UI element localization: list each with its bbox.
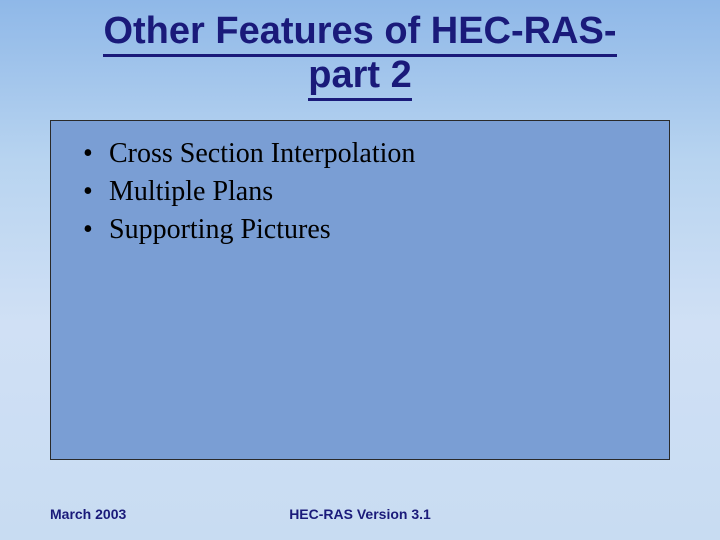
slide-title-area: Other Features of HEC-RAS- part 2 bbox=[0, 0, 720, 97]
bullet-text: Multiple Plans bbox=[109, 176, 273, 207]
list-item: Multiple Plans bbox=[69, 173, 651, 211]
list-item: Supporting Pictures bbox=[69, 211, 651, 249]
slide-title: Other Features of HEC-RAS- part 2 bbox=[103, 10, 616, 97]
bullet-text: Supporting Pictures bbox=[109, 214, 331, 245]
content-box: Cross Section Interpolation Multiple Pla… bbox=[50, 120, 670, 460]
footer-version: HEC-RAS Version 3.1 bbox=[289, 506, 431, 522]
bullet-list: Cross Section Interpolation Multiple Pla… bbox=[69, 135, 651, 248]
bullet-text: Cross Section Interpolation bbox=[109, 138, 415, 169]
list-item: Cross Section Interpolation bbox=[69, 135, 651, 173]
slide-title-line2: part 2 bbox=[308, 54, 411, 101]
slide-title-line1: Other Features of HEC-RAS- bbox=[103, 10, 616, 57]
footer-date: March 2003 bbox=[50, 506, 126, 522]
